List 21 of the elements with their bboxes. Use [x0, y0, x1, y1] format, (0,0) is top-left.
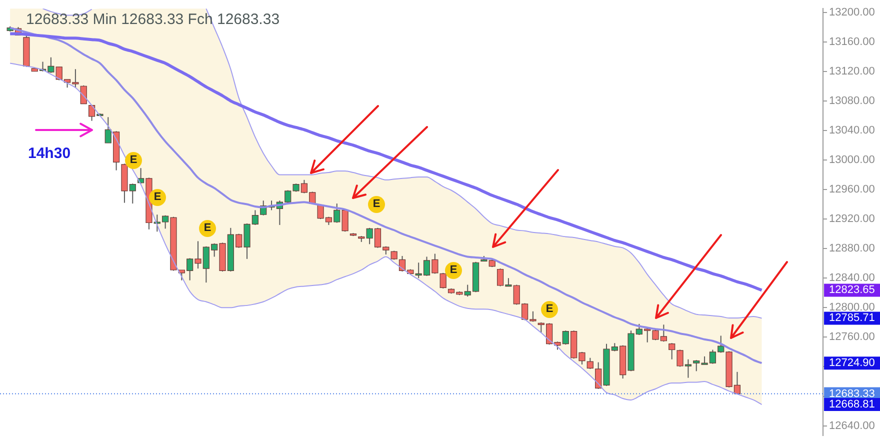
y-tick-label: 13120.00: [829, 65, 875, 78]
y-tick-label: 12800.00: [829, 302, 875, 314]
y-tick-label: 12920.00: [829, 213, 875, 226]
ref-line-label: 12683.33: [829, 388, 875, 400]
text: 12785.71: [829, 312, 875, 324]
text: 12823.65: [829, 284, 875, 296]
y-tick-label: 12960.00: [829, 184, 875, 196]
y-tick-label: 13200.00: [829, 6, 875, 18]
chart-subtitle: 12683.33 Min 12683.33 Fch 12683.33: [26, 11, 280, 28]
y-tick-label: 13160.00: [829, 36, 875, 48]
text: 12668.81: [829, 398, 875, 411]
y-tick-label: 13040.00: [829, 124, 875, 136]
y-tick-label: 12840.00: [829, 272, 875, 284]
annotation: 14h30: [28, 145, 71, 162]
y-tick-label: 12880.00: [829, 242, 875, 255]
text: 12724.90: [829, 357, 875, 370]
y-tick-label: 12760.00: [829, 331, 875, 344]
y-tick-label: 13080.00: [829, 94, 875, 107]
y-tick-label: 12640.00: [829, 420, 875, 432]
line-series: [8, 32, 764, 292]
y-tick-label: 13000.00: [829, 154, 875, 166]
